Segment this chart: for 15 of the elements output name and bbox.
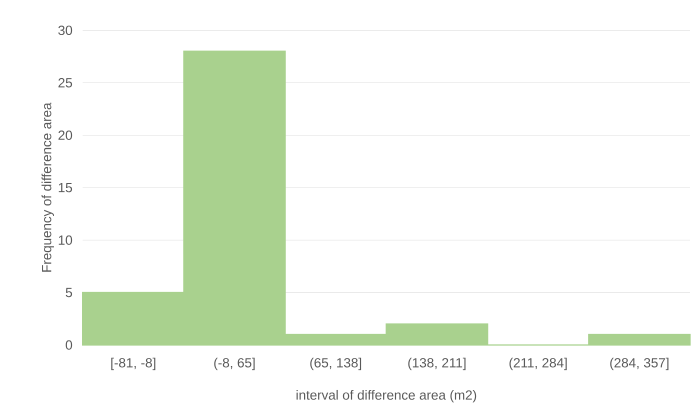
x-tick-label: [-81, -8] <box>111 358 156 370</box>
y-tick-label: 10 <box>58 235 72 245</box>
y-axis-title: Frequency of difference area <box>42 102 54 272</box>
x-tick-label: (65, 138] <box>310 358 362 370</box>
x-tick-label: (138, 211] <box>408 358 466 370</box>
y-tick-label: 15 <box>58 183 72 192</box>
y-tick-label: 5 <box>66 288 72 298</box>
x-axis-title: interval of difference area (m2) <box>296 390 476 402</box>
y-tick-label: 0 <box>66 340 72 350</box>
x-tick-label: (211, 284] <box>509 358 567 370</box>
x-tick-label: (284, 357] <box>610 358 668 370</box>
x-tick-label: (-8, 65] <box>214 358 255 370</box>
y-tick-label: 25 <box>58 78 72 88</box>
y-tick-label: 30 <box>58 26 72 36</box>
y-tick-label: 20 <box>58 130 72 140</box>
